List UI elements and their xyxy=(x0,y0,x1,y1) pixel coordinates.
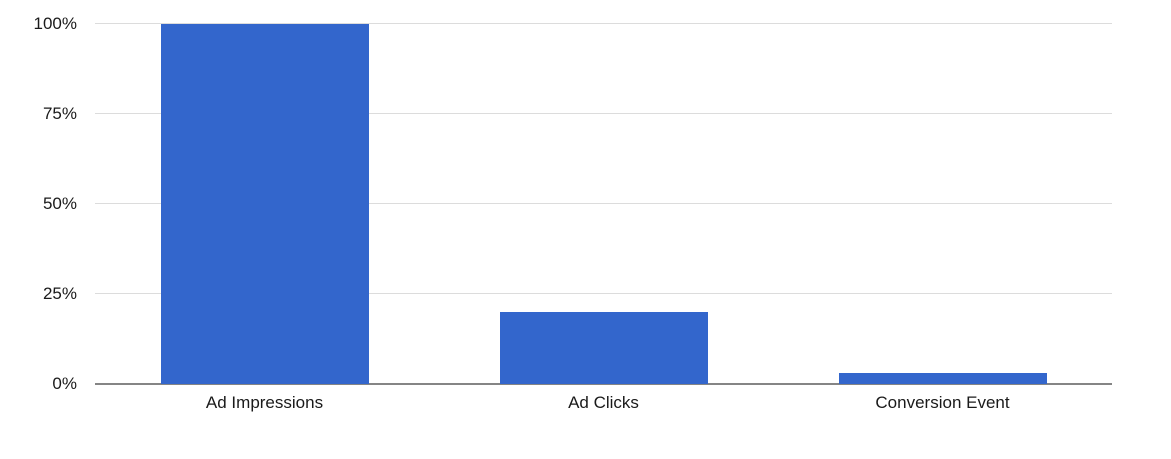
x-axis-baseline xyxy=(95,383,1112,385)
bar-ad-clicks[interactable] xyxy=(499,312,708,384)
y-axis-tick-label: 0% xyxy=(52,374,77,394)
y-axis: 0% 25% 50% 75% 100% xyxy=(0,15,77,392)
x-axis: Ad Impressions Ad Clicks Conversion Event xyxy=(95,393,1112,415)
gridline-75 xyxy=(95,113,1112,114)
gridline-50 xyxy=(95,203,1112,204)
y-axis-tick-label: 75% xyxy=(42,104,77,124)
bar-ad-impressions[interactable] xyxy=(160,24,369,384)
gridline-25 xyxy=(95,293,1112,294)
y-axis-tick-label: 100% xyxy=(33,14,77,34)
x-axis-category-label: Ad Clicks xyxy=(568,393,639,412)
x-axis-category-label: Ad Impressions xyxy=(205,393,324,412)
bar-conversion-event[interactable] xyxy=(838,373,1047,384)
y-axis-tick-label: 25% xyxy=(42,284,77,304)
gridline-100 xyxy=(95,23,1112,24)
x-axis-category-label: Conversion Event xyxy=(875,393,1010,412)
plot-area xyxy=(95,23,1112,385)
y-axis-tick-label: 50% xyxy=(42,194,77,214)
